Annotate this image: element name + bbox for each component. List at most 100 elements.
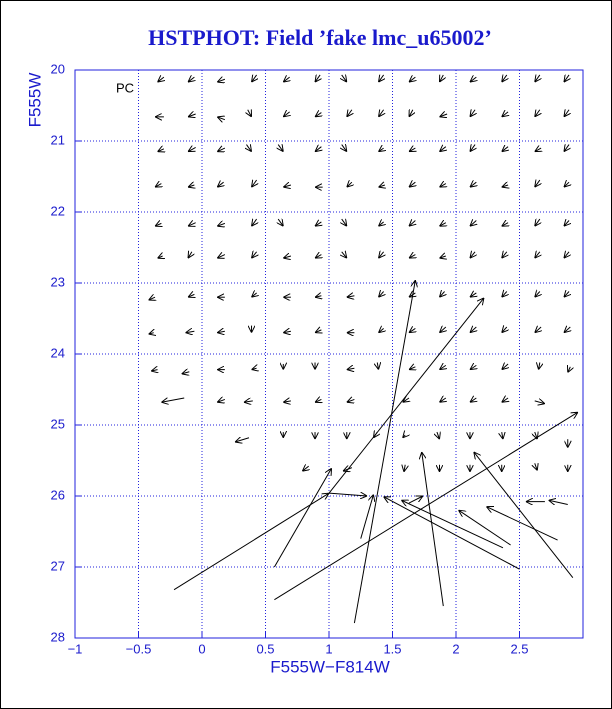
y-axis-label: F555W	[25, 73, 44, 128]
arrow	[217, 399, 226, 402]
arrow	[470, 110, 475, 117]
arrow	[502, 185, 508, 187]
arrow	[283, 77, 289, 82]
arrow	[379, 222, 384, 226]
arrow	[502, 223, 508, 227]
arrow	[278, 145, 283, 152]
arrow	[158, 256, 163, 258]
arrow	[342, 145, 347, 152]
x-tick-label: −0.5	[126, 641, 152, 656]
arrow	[252, 252, 257, 258]
arrow	[564, 182, 569, 187]
arrow	[502, 398, 508, 402]
arrow	[315, 296, 321, 297]
arrow	[439, 223, 445, 227]
arrow	[535, 292, 540, 298]
arrow	[188, 77, 194, 82]
y-tick-label: 25	[51, 416, 65, 431]
arrow	[273, 468, 331, 568]
arrow	[235, 438, 250, 442]
arrow	[188, 223, 196, 227]
arrow	[149, 297, 155, 300]
arrow	[217, 148, 226, 152]
arrow	[151, 370, 157, 371]
arrow	[217, 182, 223, 187]
arrow	[347, 399, 355, 402]
arrow	[502, 364, 508, 370]
arrow	[564, 221, 569, 227]
arrow	[379, 185, 385, 187]
arrow	[283, 185, 292, 187]
arrow	[535, 110, 540, 117]
arrow	[439, 114, 448, 117]
arrow	[439, 256, 445, 258]
arrow	[155, 184, 161, 188]
arrow	[474, 452, 574, 578]
arrow	[283, 331, 291, 332]
arrow	[248, 110, 252, 117]
arrow	[188, 252, 192, 258]
x-tick-label: 1.5	[383, 641, 401, 656]
arrow	[158, 149, 164, 152]
arrow	[379, 75, 384, 82]
arrow	[379, 252, 384, 258]
y-tick-label: 28	[51, 629, 65, 644]
arrow	[564, 327, 570, 333]
arrow	[409, 293, 415, 297]
arrow	[353, 280, 415, 624]
arrow	[342, 75, 347, 82]
arrow	[459, 510, 511, 546]
arrow	[252, 219, 257, 226]
y-tick-label: 26	[51, 487, 65, 502]
arrow	[470, 327, 476, 333]
arrow	[409, 221, 415, 227]
arrow	[439, 365, 445, 369]
y-tick-label: 20	[51, 61, 65, 76]
arrow	[185, 331, 195, 332]
arrow	[409, 182, 415, 187]
y-tick-label: 27	[51, 558, 65, 573]
arrow	[379, 328, 384, 332]
arrow	[217, 117, 226, 120]
arrow	[470, 145, 475, 152]
arrow	[401, 500, 504, 549]
arrow	[502, 292, 507, 298]
arrow	[379, 110, 384, 117]
x-axis-label: F555W−F814W	[270, 657, 390, 676]
arrow	[470, 293, 476, 297]
arrow	[502, 112, 508, 117]
arrow	[252, 180, 257, 187]
x-tick-label: −1	[68, 641, 83, 656]
arrow	[409, 328, 415, 332]
arrow	[274, 412, 578, 601]
arrow	[283, 256, 292, 258]
arrow	[347, 296, 355, 297]
arrow	[315, 399, 321, 402]
x-tick-label: 0.5	[256, 641, 274, 656]
arrow	[377, 363, 378, 370]
arrow	[217, 79, 226, 82]
arrow	[502, 327, 507, 333]
arrow	[535, 180, 540, 187]
arrow	[535, 219, 540, 226]
arrow	[155, 223, 161, 226]
arrow	[409, 367, 415, 370]
arrow	[422, 452, 444, 607]
arrow	[534, 401, 545, 404]
arrow	[502, 75, 507, 82]
arrow	[409, 77, 415, 82]
arrow	[379, 148, 384, 152]
arrow	[535, 148, 541, 152]
y-tick-label: 22	[51, 203, 65, 218]
arrow	[470, 365, 476, 369]
arrow	[502, 432, 503, 439]
arrow	[502, 147, 508, 152]
arrow	[315, 222, 321, 226]
arrow	[360, 495, 374, 539]
arrow	[439, 184, 445, 188]
arrow	[182, 372, 190, 374]
arrow	[549, 500, 568, 504]
chart-title: HSTPHOT: Field ’fake lmc_u65002’	[148, 25, 492, 50]
arrow	[278, 219, 283, 226]
